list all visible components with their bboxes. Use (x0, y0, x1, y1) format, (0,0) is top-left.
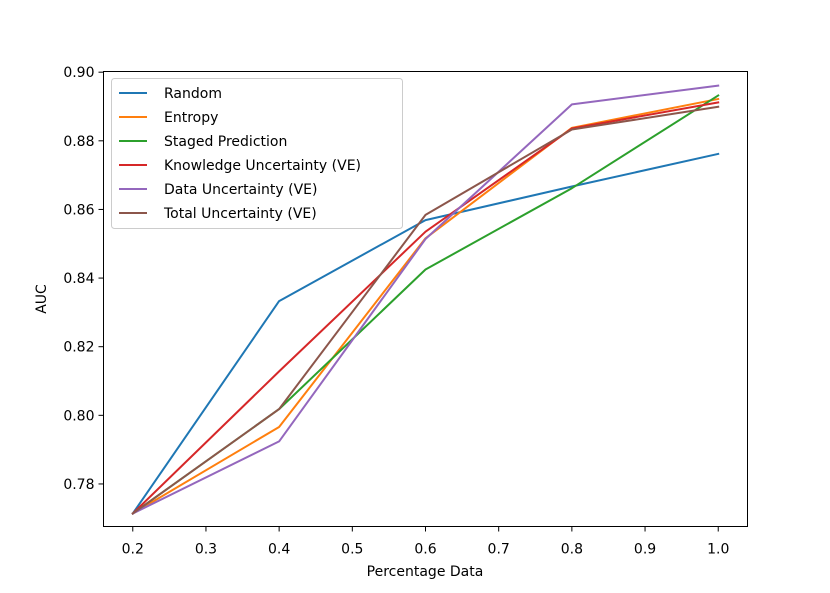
y-tick-label: 0.82 (63, 340, 94, 356)
y-tick-label: 0.80 (63, 408, 94, 424)
y-axis: 0.78 0.80 0.82 0.84 0.86 0.88 0.90 (63, 65, 104, 493)
series-line-4 (131, 84, 720, 515)
x-tick-label: 1.0 (707, 542, 729, 558)
y-tick-label: 0.90 (63, 65, 94, 81)
x-tick-label: 0.4 (268, 542, 290, 558)
x-tick-label: 0.9 (634, 542, 656, 558)
y-tick-label: 0.86 (63, 202, 94, 218)
y-tick-label: 0.84 (63, 271, 94, 287)
y-tick-label: 0.78 (63, 477, 94, 493)
legend-label: Data Uncertainty (VE) (164, 182, 317, 198)
y-tick-label: 0.88 (63, 134, 94, 150)
x-axis: 0.2 0.3 0.4 0.5 0.6 0.7 0.8 0.9 1.0 (122, 526, 729, 558)
y-axis-title: AUC (34, 284, 50, 314)
legend-box (111, 78, 403, 229)
x-axis-title: Percentage Data (367, 564, 484, 580)
series-line-0 (131, 152, 720, 515)
legend-label: Total Uncertainty (VE) (163, 206, 317, 222)
x-tick-label: 0.3 (195, 542, 217, 558)
legend-label: Entropy (164, 110, 218, 126)
series-lines (131, 84, 720, 515)
legend-label: Staged Prediction (164, 134, 287, 150)
x-tick-label: 0.8 (561, 542, 583, 558)
series-line-5 (131, 105, 720, 515)
x-tick-label: 0.2 (122, 542, 144, 558)
legend: Random Entropy Staged Prediction Knowledge … (111, 78, 403, 229)
legend-label: Random (164, 86, 222, 102)
x-tick-label: 0.5 (341, 542, 363, 558)
x-tick-label: 0.6 (414, 542, 436, 558)
x-tick-label: 0.7 (488, 542, 510, 558)
series-line-3 (131, 101, 720, 515)
legend-label: Knowledge Uncertainty (VE) (164, 158, 361, 174)
